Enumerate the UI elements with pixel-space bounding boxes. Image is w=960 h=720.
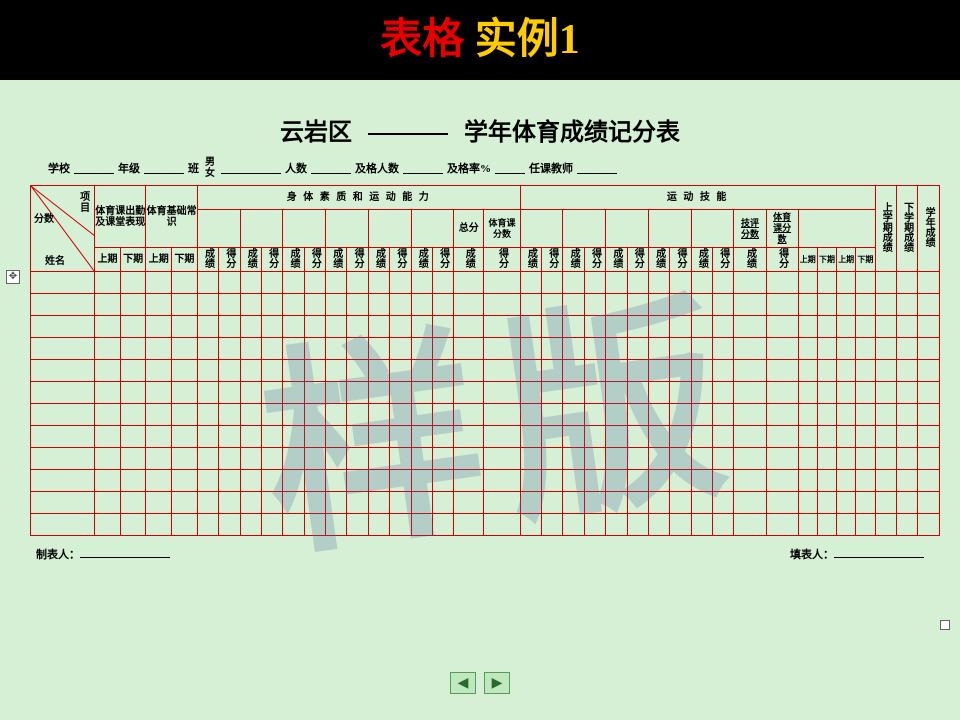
table-row <box>31 448 940 470</box>
table-row <box>31 426 940 448</box>
hdr-attendance: 体育课出勤及课堂表现 <box>95 186 146 248</box>
table-row <box>31 294 940 316</box>
anchor-icon: ✥ <box>6 270 20 284</box>
nav-buttons: ◀ ▶ <box>450 672 510 694</box>
meta-row: 学校 年级 班 男女 人数 及格人数 及格率% 任课教师 <box>48 157 930 179</box>
table-row <box>31 316 940 338</box>
hdr-skill: 运 动 技 能 <box>520 186 875 210</box>
hdr-basic: 体育基础常识 <box>146 186 197 248</box>
hdr-sem1: 上学期成绩 <box>875 186 896 272</box>
table-row <box>31 492 940 514</box>
table-row <box>31 382 940 404</box>
hdr-year: 学年成绩 <box>918 186 940 272</box>
table-row <box>31 514 940 536</box>
next-button[interactable]: ▶ <box>484 672 510 694</box>
footer-row: 制表人： 填表人： <box>36 546 924 562</box>
prev-button[interactable]: ◀ <box>450 672 476 694</box>
score-table: 项目 分数 姓名 体育课出勤及课堂表现 体育基础常识 身 体 素 质 和 运 动… <box>30 185 940 536</box>
form-title: 云岩区 学年体育成绩记分表 <box>24 112 936 147</box>
title-red: 表格 <box>380 17 464 63</box>
slide-title-bar: 表格 实例1 <box>0 0 960 80</box>
table-row <box>31 404 940 426</box>
hdr-sem2: 下学期成绩 <box>896 186 917 272</box>
diag-cell: 项目 分数 姓名 <box>31 186 95 272</box>
document-area: 样版 云岩区 学年体育成绩记分表 学校 年级 班 男女 人数 及格人数 及格率%… <box>0 80 960 700</box>
hdr-tech: 技评分数 <box>734 210 766 248</box>
leaf-row: 上期下期 上期下期 成绩得分 成绩得分 成绩得分 成绩得分 成绩得分 成绩得分 … <box>31 248 940 272</box>
hdr-physical: 身 体 素 质 和 运 动 能 力 <box>197 186 520 210</box>
hdr-peclass: 体育课分数 <box>766 210 798 248</box>
table-row <box>31 272 940 294</box>
table-row <box>31 338 940 360</box>
title-yellow: 实例1 <box>464 17 580 63</box>
resize-handle-icon <box>940 620 950 630</box>
table-row <box>31 470 940 492</box>
table-row <box>31 360 940 382</box>
